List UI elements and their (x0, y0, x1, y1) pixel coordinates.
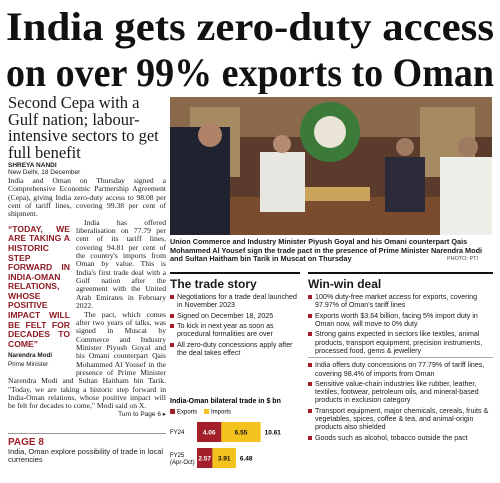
trade-chart: India-Oman bilateral trade in $ bn Expor… (170, 398, 282, 468)
bullet: Exports worth $3.64 billion, facing 5% i… (308, 312, 493, 328)
subhead: Second Cepa with a Gulf nation; labour-i… (8, 93, 159, 162)
bullet-list: 100% duty-free market access for exports… (308, 293, 493, 355)
dateline: New Delhi, 18 December (8, 169, 81, 176)
bar-segment (212, 448, 236, 468)
pull-quote: “TODAY, WE ARE TAKING A HISTORIC STEP FO… (8, 223, 70, 369)
bullet: Sensitive value-chain industries like ru… (308, 380, 493, 405)
bullet: To kick in next year as soon as procedur… (170, 322, 300, 338)
box-title: Win-win deal (308, 272, 493, 291)
byline: SHREYA NANDI (8, 162, 57, 169)
chart-title: India-Oman bilateral trade in $ bn (170, 398, 281, 405)
story: India and Oman on Thursday signed a Comp… (8, 176, 166, 419)
box-title: The trade story (170, 272, 300, 291)
photo-person (385, 157, 425, 212)
bullet: Negotiations for a trade deal launched i… (170, 293, 300, 309)
bullet-list: Negotiations for a trade deal launched i… (170, 293, 300, 357)
photo-table-top (290, 187, 370, 201)
headline-line: India gets zero-duty access (6, 4, 494, 49)
photo-flowers (314, 116, 346, 148)
bullet: Transport equipment, major chemicals, ce… (308, 407, 493, 432)
legend-swatch (204, 409, 209, 414)
photo-person (260, 152, 305, 212)
bullet: India offers duty concessions on 77.79% … (308, 361, 493, 378)
photo (170, 97, 492, 235)
bullet: Signed on December 18, 2025 (170, 312, 300, 320)
total-label: 10.61 (265, 430, 282, 437)
page8-item: India, Oman explore possibility of trade… (8, 447, 164, 465)
paragraph: The pact, which comes after two years of… (8, 309, 166, 411)
win-win-box: Win-win deal 100% duty-free market acces… (308, 272, 493, 444)
headline-block: India gets zero-duty access on over 99% … (6, 4, 494, 94)
photo-face (198, 123, 222, 147)
bar-segment (197, 422, 222, 442)
bar-segment (221, 422, 261, 442)
paragraph: India has offered liberalisation on 77.7… (76, 217, 166, 311)
photo-face (396, 138, 414, 156)
bar-label: 3.91 (218, 456, 231, 463)
trade-story-box: The trade story Negotiations for a trade… (170, 272, 300, 360)
page8-teaser: PAGE 8 India, Oman explore possibility o… (8, 433, 166, 465)
photo-face (458, 137, 478, 157)
photo-credit: PHOTO: PTI (447, 256, 479, 262)
page8-label: PAGE 8 (8, 437, 44, 448)
total-label: 6.48 (240, 456, 253, 463)
jump-link[interactable]: Turn to Page 6 ▸ (118, 410, 166, 418)
photo-person (170, 127, 230, 235)
bullet: Strong gains expected in sectors like te… (308, 330, 493, 355)
quote-text: “TODAY, WE ARE TAKING A HISTORIC STEP FO… (8, 223, 70, 349)
headline-line: on over 99% exports to Oman (6, 50, 494, 94)
photo-face (273, 135, 291, 153)
photo-person (440, 157, 492, 235)
paragraph: India and Oman on Thursday signed a Comp… (8, 176, 166, 219)
quote-role: Prime Minister (8, 360, 49, 368)
category-label: FY24 (170, 430, 185, 436)
legend-swatch (170, 409, 175, 414)
category-label: FY25 (Apr-Oct) (170, 453, 195, 466)
bar-label: 2.57 (198, 456, 211, 463)
bullet-list: India offers duty concessions on 77.79% … (308, 357, 493, 442)
bar-label: 4.06 (203, 430, 216, 437)
bar-label: 6.55 (235, 430, 248, 437)
bullet: Goods such as alcohol, tobacco outside t… (308, 434, 493, 442)
bar-segment (197, 448, 213, 468)
bullet: 100% duty-free market access for exports… (308, 293, 493, 309)
legend-label: Exports (177, 410, 197, 416)
photo-caption: Union Commerce and Industry Minister Piy… (170, 237, 483, 264)
bullet: All zero-duty concessions apply after th… (170, 341, 300, 357)
legend-label: Imports (211, 410, 231, 416)
quote-name: Narendra Modi (8, 352, 53, 360)
